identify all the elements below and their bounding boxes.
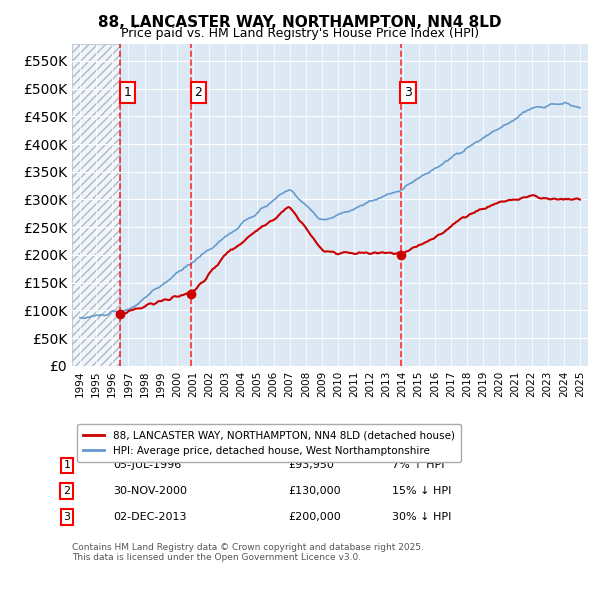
Text: 3: 3	[404, 86, 412, 99]
Text: 02-DEC-2013: 02-DEC-2013	[113, 512, 187, 522]
Text: 30-NOV-2000: 30-NOV-2000	[113, 486, 187, 496]
Text: £130,000: £130,000	[289, 486, 341, 496]
Text: 30% ↓ HPI: 30% ↓ HPI	[392, 512, 451, 522]
Text: £200,000: £200,000	[289, 512, 341, 522]
Text: 3: 3	[64, 512, 70, 522]
Text: 1: 1	[124, 86, 131, 99]
Text: Contains HM Land Registry data © Crown copyright and database right 2025.
This d: Contains HM Land Registry data © Crown c…	[72, 543, 424, 562]
Bar	[72, 44, 121, 366]
Text: 05-JUL-1996: 05-JUL-1996	[113, 460, 182, 470]
Text: 2: 2	[63, 486, 70, 496]
Text: £93,950: £93,950	[289, 460, 335, 470]
Text: 2: 2	[194, 86, 202, 99]
Text: 15% ↓ HPI: 15% ↓ HPI	[392, 486, 451, 496]
Bar	[72, 44, 121, 366]
Legend: 88, LANCASTER WAY, NORTHAMPTON, NN4 8LD (detached house), HPI: Average price, de: 88, LANCASTER WAY, NORTHAMPTON, NN4 8LD …	[77, 424, 461, 462]
Text: 88, LANCASTER WAY, NORTHAMPTON, NN4 8LD: 88, LANCASTER WAY, NORTHAMPTON, NN4 8LD	[98, 15, 502, 30]
Text: 7% ↑ HPI: 7% ↑ HPI	[392, 460, 445, 470]
Text: Price paid vs. HM Land Registry's House Price Index (HPI): Price paid vs. HM Land Registry's House …	[121, 27, 479, 40]
Text: 1: 1	[64, 460, 70, 470]
